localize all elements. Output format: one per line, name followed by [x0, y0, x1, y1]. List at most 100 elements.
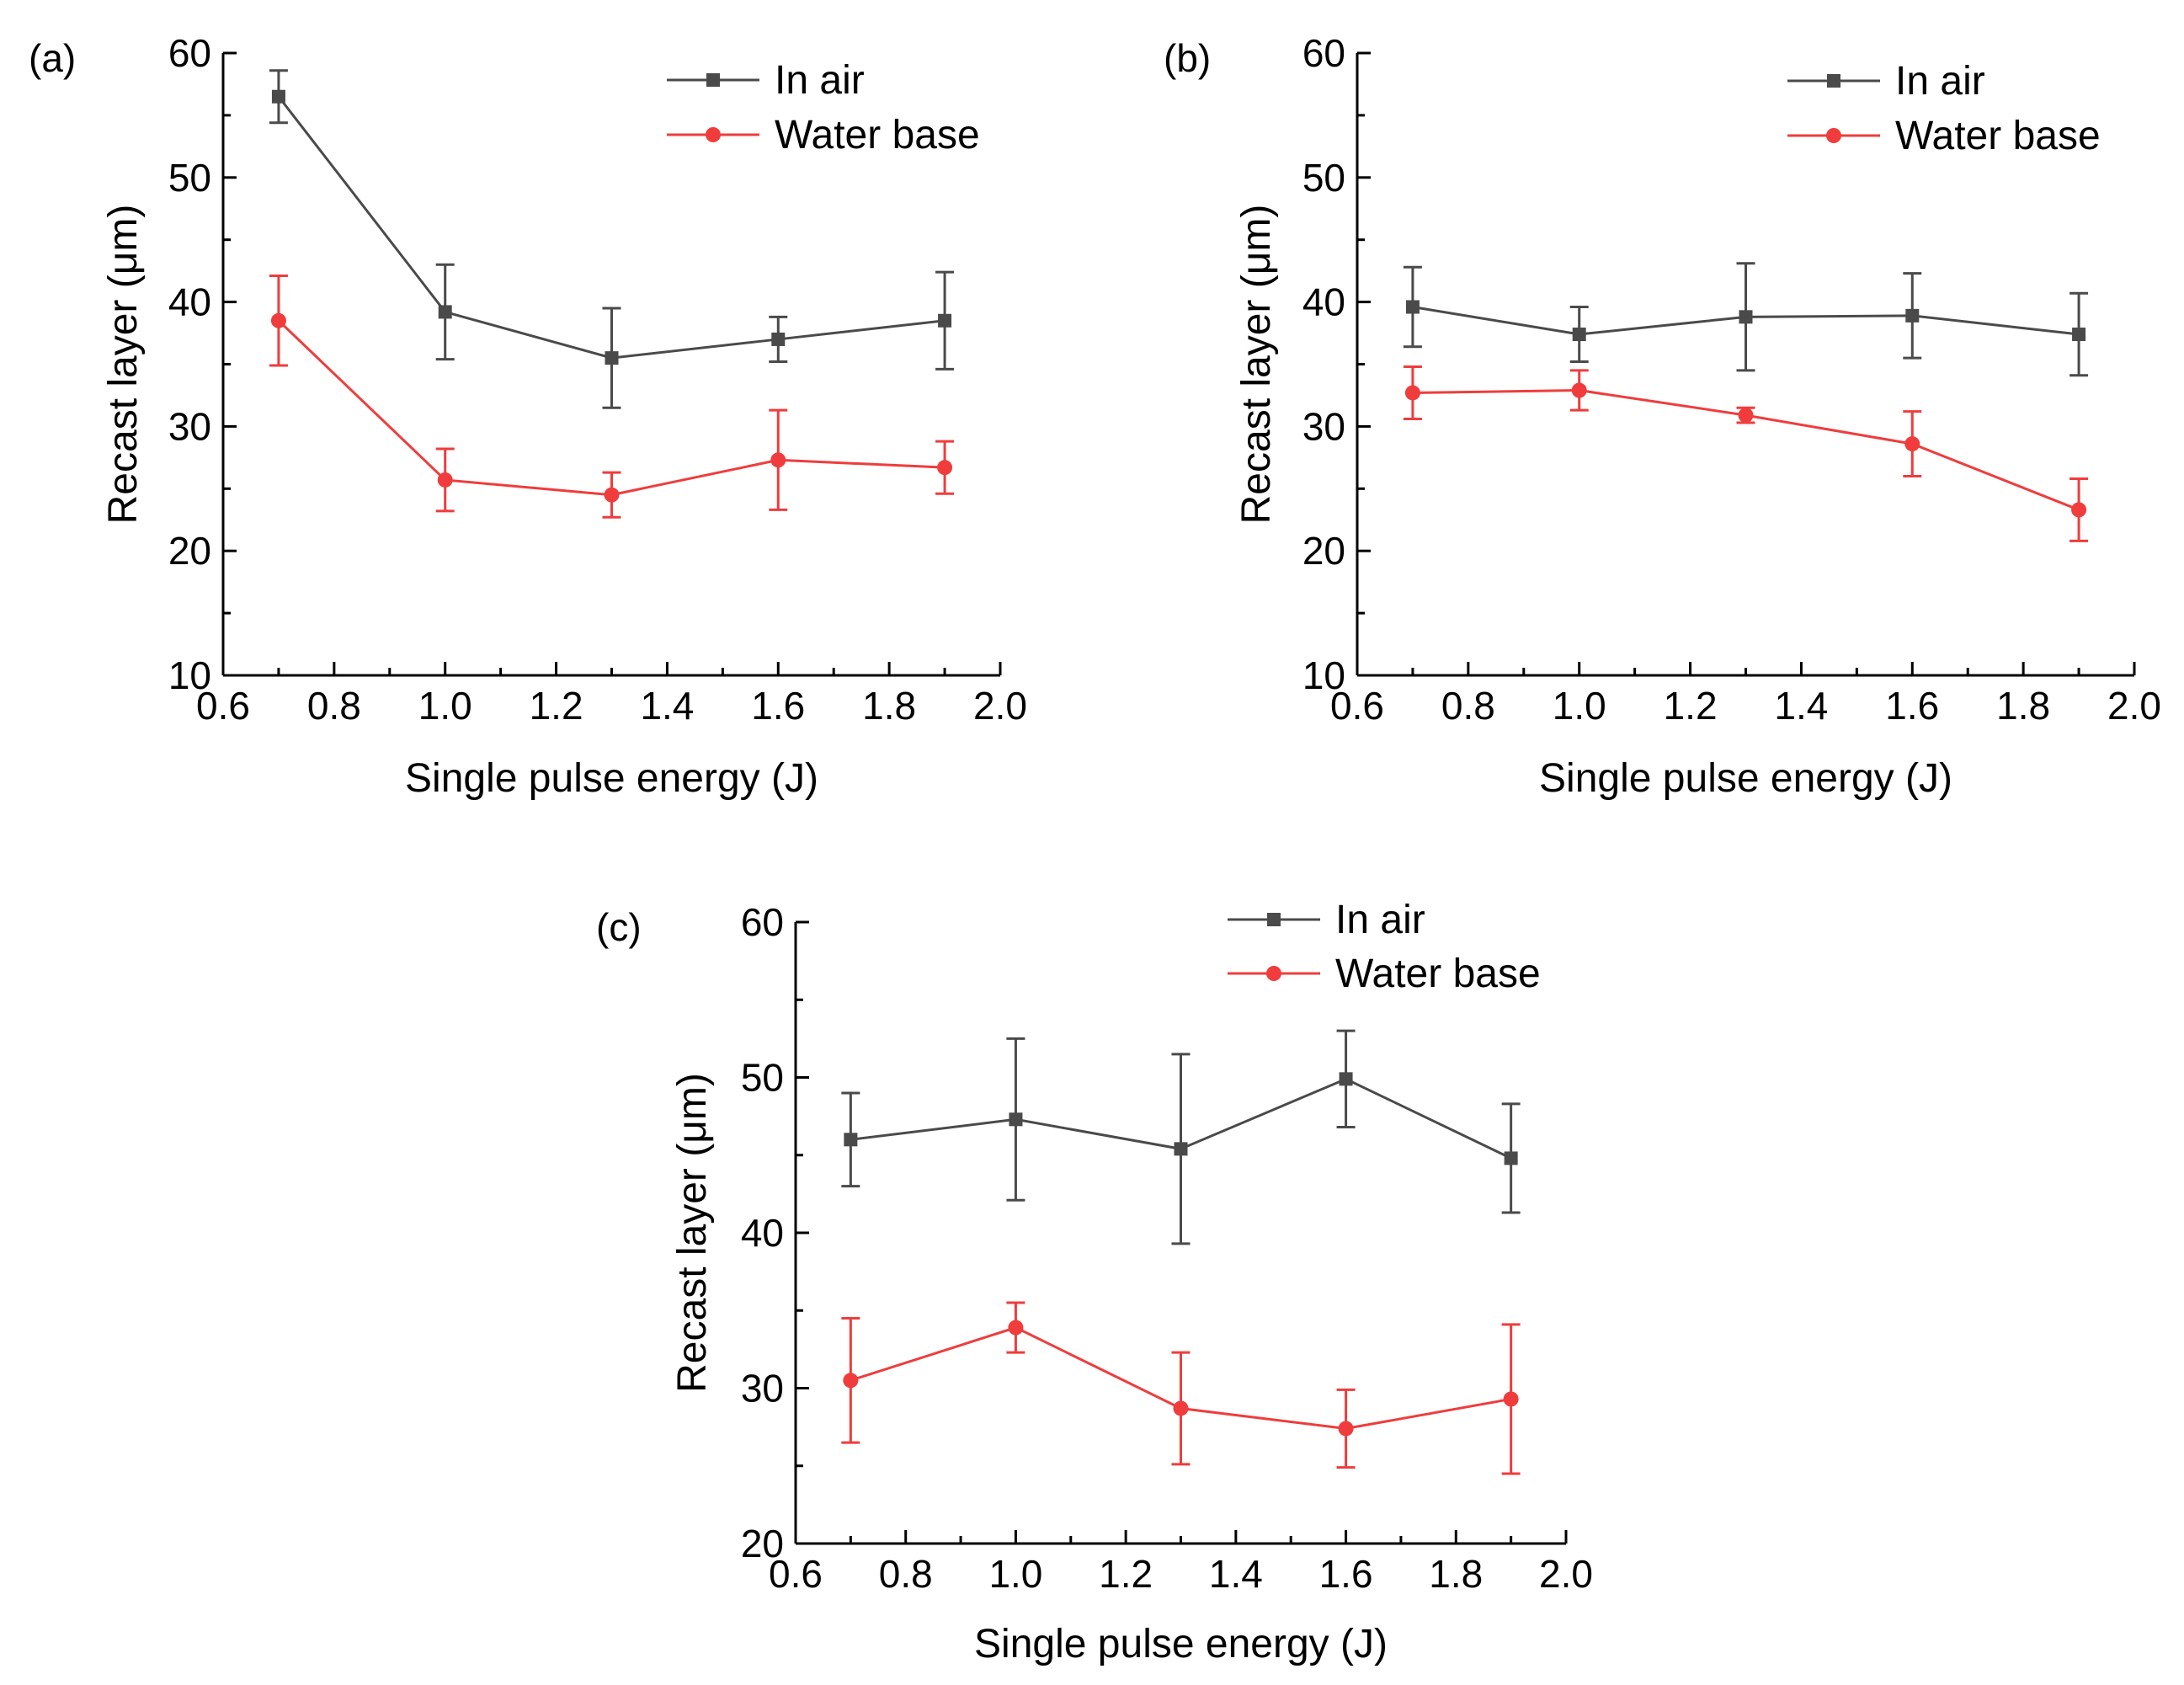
y-tick-label: 60 [168, 31, 211, 75]
data-point [604, 487, 620, 503]
data-point [271, 89, 285, 104]
data-point [844, 1133, 858, 1147]
x-tick-label: 1.0 [988, 1552, 1042, 1596]
legend-marker [706, 127, 721, 142]
data-point [1009, 1112, 1023, 1127]
chart-panel-b: 0.6 0.8 1.0 1.2 1.4 1.6 1.8 2.0 10 20 30 40 50 60 Sing… [1164, 31, 2161, 801]
legend-label: Water base [1895, 114, 2101, 158]
data-point [1404, 385, 1420, 401]
data-point [937, 460, 953, 476]
chart-panel-c: 0.6 0.8 1.0 1.2 1.4 1.6 1.8 2.0 20 30 40 50 60 Single… [596, 898, 1593, 1666]
data-point [771, 332, 786, 346]
x-tick-label: 1.4 [1209, 1552, 1263, 1596]
x-tick-label: 0.6 [769, 1552, 823, 1596]
y-tick-label: 40 [741, 1211, 784, 1255]
x-tick-label: 0.8 [879, 1552, 933, 1596]
x-tick-label: 1.4 [1774, 684, 1828, 728]
series-in-air [841, 1029, 1521, 1245]
x-tick-label: 1.0 [1553, 684, 1606, 728]
legend: In air Water base [667, 58, 980, 157]
x-tick-label: 1.4 [640, 684, 694, 728]
data-point [605, 351, 619, 365]
data-point [438, 305, 452, 319]
series-in-air [1403, 262, 2089, 377]
data-point [1338, 1421, 1354, 1437]
data-point [270, 312, 286, 328]
data-point [1339, 1072, 1353, 1086]
x-tick-label: 1.6 [751, 684, 805, 728]
legend-label: In air [1895, 59, 1985, 104]
x-tick-label: 0.6 [1330, 684, 1384, 728]
legend-label: Water base [1335, 952, 1541, 996]
x-tick-label: 0.6 [196, 684, 250, 728]
y-tick-label: 20 [741, 1522, 784, 1565]
y-axis-title: Recast layer (μm) [101, 205, 146, 525]
y-tick-label: 30 [741, 1367, 784, 1410]
data-point [1739, 310, 1753, 324]
data-point [437, 472, 453, 488]
y-tick-label: 20 [168, 529, 211, 573]
data-point [1405, 300, 1420, 314]
legend-marker [1266, 966, 1281, 981]
data-point [938, 313, 952, 328]
panel-label: (c) [596, 905, 642, 949]
data-point [1174, 1142, 1188, 1156]
series-water-base [1403, 365, 2089, 542]
x-tick-label: 2.0 [1539, 1552, 1593, 1596]
x-tick-label: 1.2 [530, 684, 583, 728]
y-tick-label: 50 [1302, 156, 1345, 200]
y-axis-title: Recast layer (μm) [670, 1073, 715, 1393]
y-tick-label: 30 [1302, 404, 1345, 448]
x-tick-label: 1.2 [1099, 1552, 1153, 1596]
x-tick-label: 1.0 [418, 684, 472, 728]
legend-marker [1827, 74, 1840, 88]
y-tick-label: 40 [1302, 280, 1345, 324]
x-tick-label: 1.8 [1429, 1552, 1483, 1596]
data-point [2071, 502, 2087, 518]
data-point [1503, 1391, 1519, 1407]
legend-label: Water base [775, 113, 980, 157]
y-tick-label: 40 [168, 280, 211, 324]
y-tick-label: 20 [1302, 529, 1345, 573]
series-in-air [269, 69, 955, 409]
data-point [843, 1373, 859, 1389]
legend-label: In air [1335, 898, 1425, 942]
legend-label: In air [775, 58, 865, 103]
y-tick-label: 50 [168, 156, 211, 200]
series-water-base [269, 275, 955, 519]
x-tick-label: 0.8 [1441, 684, 1495, 728]
x-tick-label: 1.6 [1885, 684, 1939, 728]
data-point [1504, 1151, 1518, 1165]
data-point [1904, 436, 1920, 452]
y-tick-label: 60 [741, 900, 784, 944]
y-tick-label: 50 [741, 1056, 784, 1100]
series-water-base [841, 1301, 1521, 1475]
data-point [1572, 328, 1586, 342]
legend-marker [1267, 913, 1281, 926]
x-tick-label: 0.8 [307, 684, 361, 728]
x-tick-label: 1.8 [1996, 684, 2050, 728]
y-axis-title: Recast layer (μm) [1234, 205, 1279, 525]
data-point [1738, 408, 1754, 424]
x-axis-title: Single pulse energy (J) [974, 1622, 1388, 1666]
legend-marker [1826, 128, 1841, 143]
data-point [2072, 328, 2086, 342]
x-tick-label: 2.0 [973, 684, 1027, 728]
legend: In air Water base [1787, 59, 2101, 158]
panel-label: (b) [1164, 36, 1211, 80]
y-tick-label: 60 [1302, 31, 1345, 75]
data-point [1571, 382, 1587, 398]
x-tick-label: 1.2 [1664, 684, 1718, 728]
data-point [1008, 1320, 1024, 1336]
data-point [770, 452, 786, 468]
legend-marker [706, 73, 720, 87]
x-axis-title: Single pulse energy (J) [1539, 756, 1952, 801]
data-point [1173, 1400, 1189, 1416]
x-axis-title: Single pulse energy (J) [405, 756, 818, 801]
legend: In air Water base [1228, 898, 1541, 996]
panel-label: (a) [29, 36, 76, 80]
y-tick-label: 10 [168, 653, 211, 697]
x-tick-label: 1.6 [1319, 1552, 1373, 1596]
y-tick-label: 30 [168, 404, 211, 448]
